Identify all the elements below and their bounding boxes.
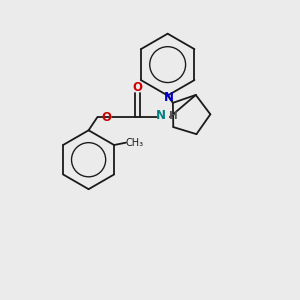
- Text: O: O: [133, 81, 142, 94]
- Text: CH₃: CH₃: [126, 138, 144, 148]
- Text: H: H: [169, 111, 178, 121]
- Text: O: O: [101, 110, 111, 124]
- Text: N: N: [164, 91, 173, 104]
- Text: N: N: [156, 109, 166, 122]
